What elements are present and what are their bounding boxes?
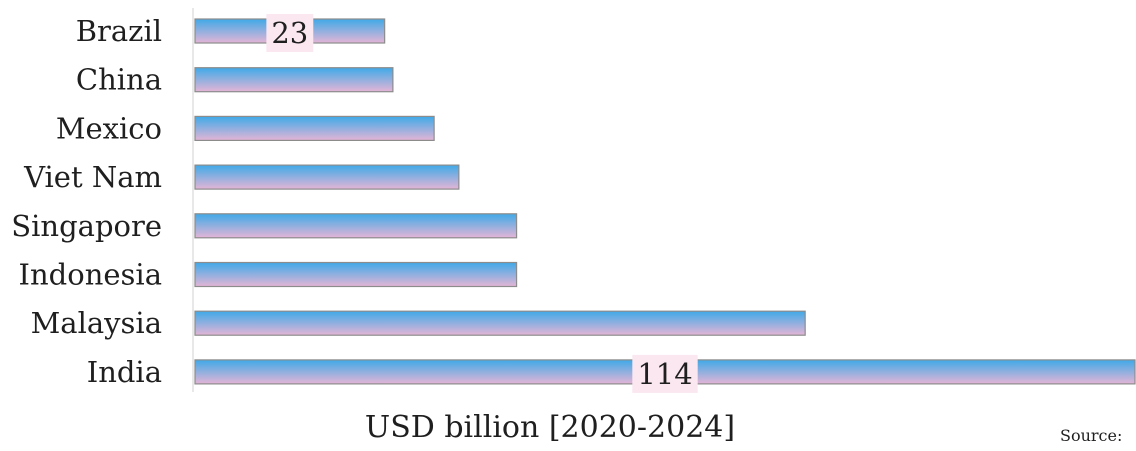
bar-singapore xyxy=(194,213,518,239)
category-label-malaysia: Malaysia xyxy=(31,306,162,340)
bar-malaysia xyxy=(194,310,806,336)
category-label-viet-nam: Viet Nam xyxy=(23,160,162,194)
x-axis-label: USD billion [2020-2024] xyxy=(364,410,736,445)
data-label-text-india: 114 xyxy=(637,357,692,391)
data-labels: 23 114 xyxy=(266,14,698,393)
bars xyxy=(194,18,1136,385)
category-label-china: China xyxy=(76,63,162,97)
source-label: Source: xyxy=(1060,426,1123,445)
data-label-box-india xyxy=(632,354,698,393)
bar-indonesia xyxy=(194,261,518,288)
bar-mexico xyxy=(194,115,435,142)
category-label-brazil: Brazil xyxy=(76,14,162,48)
category-label-mexico: Mexico xyxy=(56,111,162,145)
category-labels: Brazil China Mexico Viet Nam Singapore Indone… xyxy=(11,14,162,389)
category-label-india: India xyxy=(87,355,162,389)
data-label-text-brazil: 23 xyxy=(271,16,308,50)
data-label-brazil: 23 xyxy=(266,14,314,52)
data-label-box-brazil xyxy=(266,14,314,52)
bar-china xyxy=(194,67,394,93)
category-label-indonesia: Indonesia xyxy=(19,258,162,292)
category-label-singapore: Singapore xyxy=(11,209,162,243)
data-label-india: 114 xyxy=(632,354,698,393)
bar-viet-nam xyxy=(194,164,460,190)
